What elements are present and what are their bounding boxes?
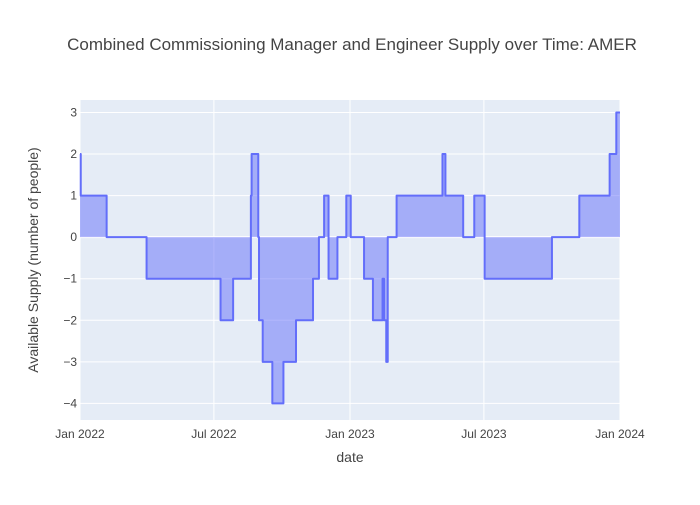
y-tick-label: −4 <box>63 396 77 410</box>
x-axis-title: date <box>336 449 363 465</box>
y-axis-title: Available Supply (number of people) <box>25 147 41 372</box>
x-tick-label: Jan 2024 <box>595 427 645 441</box>
series-area-fill <box>80 112 620 404</box>
y-tick-label: −3 <box>63 355 77 369</box>
chart-title: Combined Commissioning Manager and Engin… <box>67 35 637 54</box>
data-layer <box>79 111 620 405</box>
x-tick-label: Jul 2022 <box>191 427 237 441</box>
y-tick-label: 2 <box>70 147 77 161</box>
y-tick-label: 0 <box>70 230 77 244</box>
y-tick-label: 3 <box>70 105 77 119</box>
x-tick-label: Jul 2023 <box>461 427 507 441</box>
y-tick-label: 1 <box>70 189 77 203</box>
x-tick-label: Jan 2022 <box>55 427 105 441</box>
y-tick-label: −2 <box>63 313 77 327</box>
y-tick-label: −1 <box>63 272 77 286</box>
x-tick-label: Jan 2023 <box>325 427 375 441</box>
tick-labels: Jan 2022 Jul 2022 Jan 2023 Jul 2023 Jan 2024… <box>55 105 645 441</box>
series-line <box>79 111 620 405</box>
